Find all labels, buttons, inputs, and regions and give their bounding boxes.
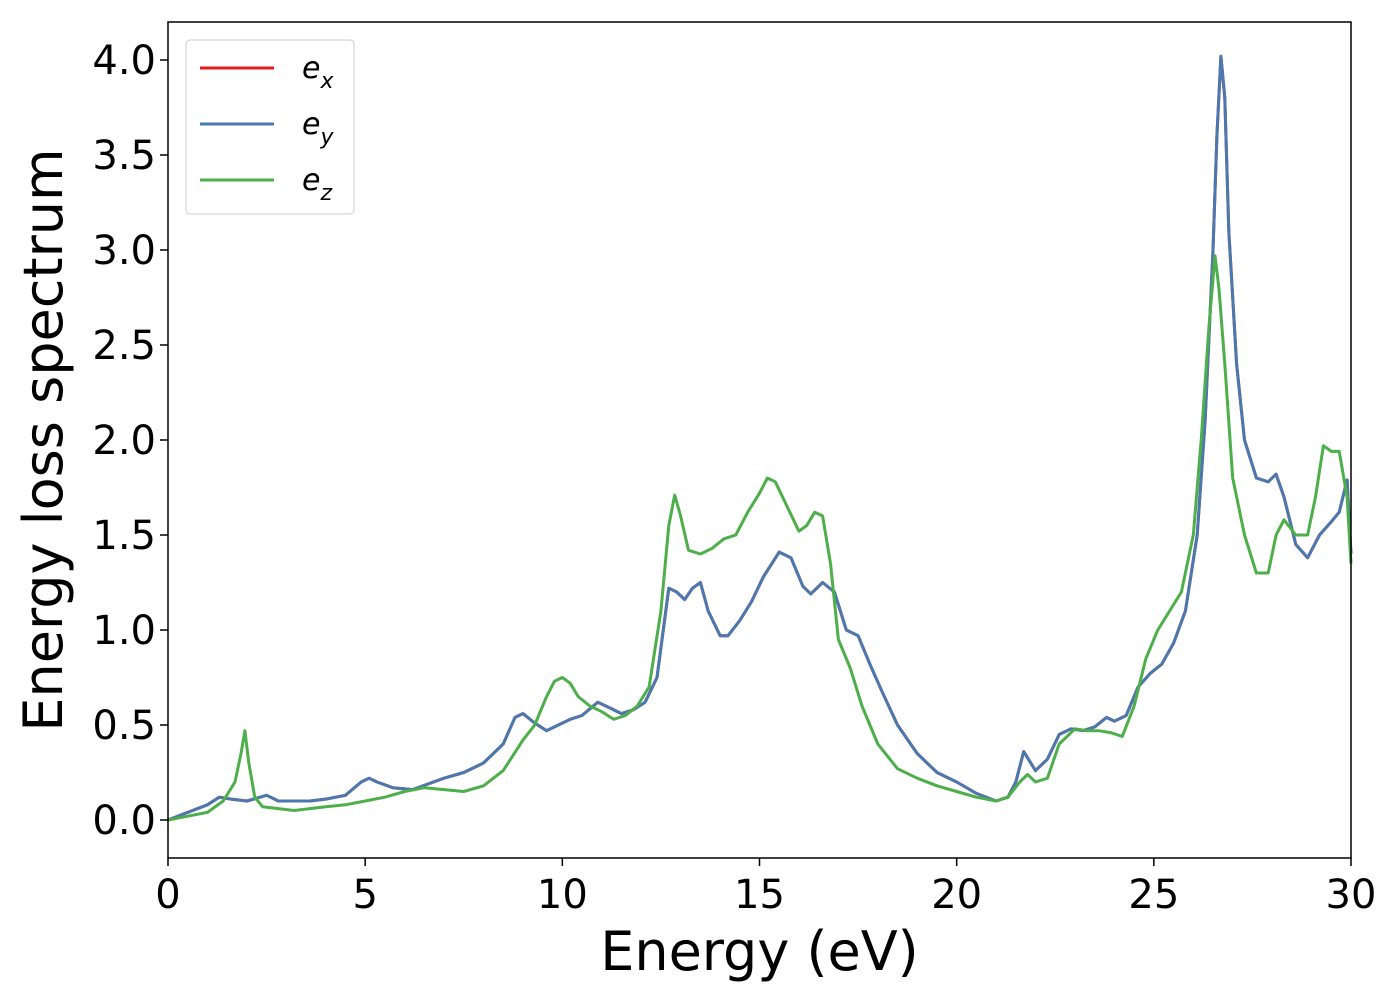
x-tick-label: 5 (352, 872, 377, 918)
x-tick-label: 20 (931, 872, 982, 918)
legend-box (185, 39, 355, 215)
x-tick-label: 15 (734, 872, 785, 918)
y-tick-label: 4.0 (92, 38, 156, 84)
series-layer (167, 54, 1353, 822)
y-axis-label: Energy loss spectrum (12, 148, 75, 731)
series-line-z (167, 254, 1353, 822)
y-tick-label: 0.0 (92, 798, 156, 844)
y-tick-label: 1.5 (92, 513, 156, 559)
plot-background (168, 22, 1351, 858)
y-tick-label: 2.5 (92, 323, 156, 369)
y-tick-label: 3.5 (92, 133, 156, 179)
x-tick-label: 30 (1326, 872, 1377, 918)
y-axis: 0.0 0.5 1.0 1.5 2.0 2.5 3.0 3.5 4.0 (92, 38, 168, 844)
y-tick-label: 3.0 (92, 228, 156, 274)
x-tick-label: 0 (155, 872, 180, 918)
x-tick-label: 10 (537, 872, 588, 918)
x-axis-label: Energy (eV) (600, 920, 919, 983)
x-tick-label: 25 (1128, 872, 1179, 918)
y-tick-label: 1.0 (92, 608, 156, 654)
x-axis: 0 5 10 15 20 25 30 (155, 858, 1376, 918)
y-tick-label: 2.0 (92, 418, 156, 464)
y-tick-label: 0.5 (92, 703, 156, 749)
